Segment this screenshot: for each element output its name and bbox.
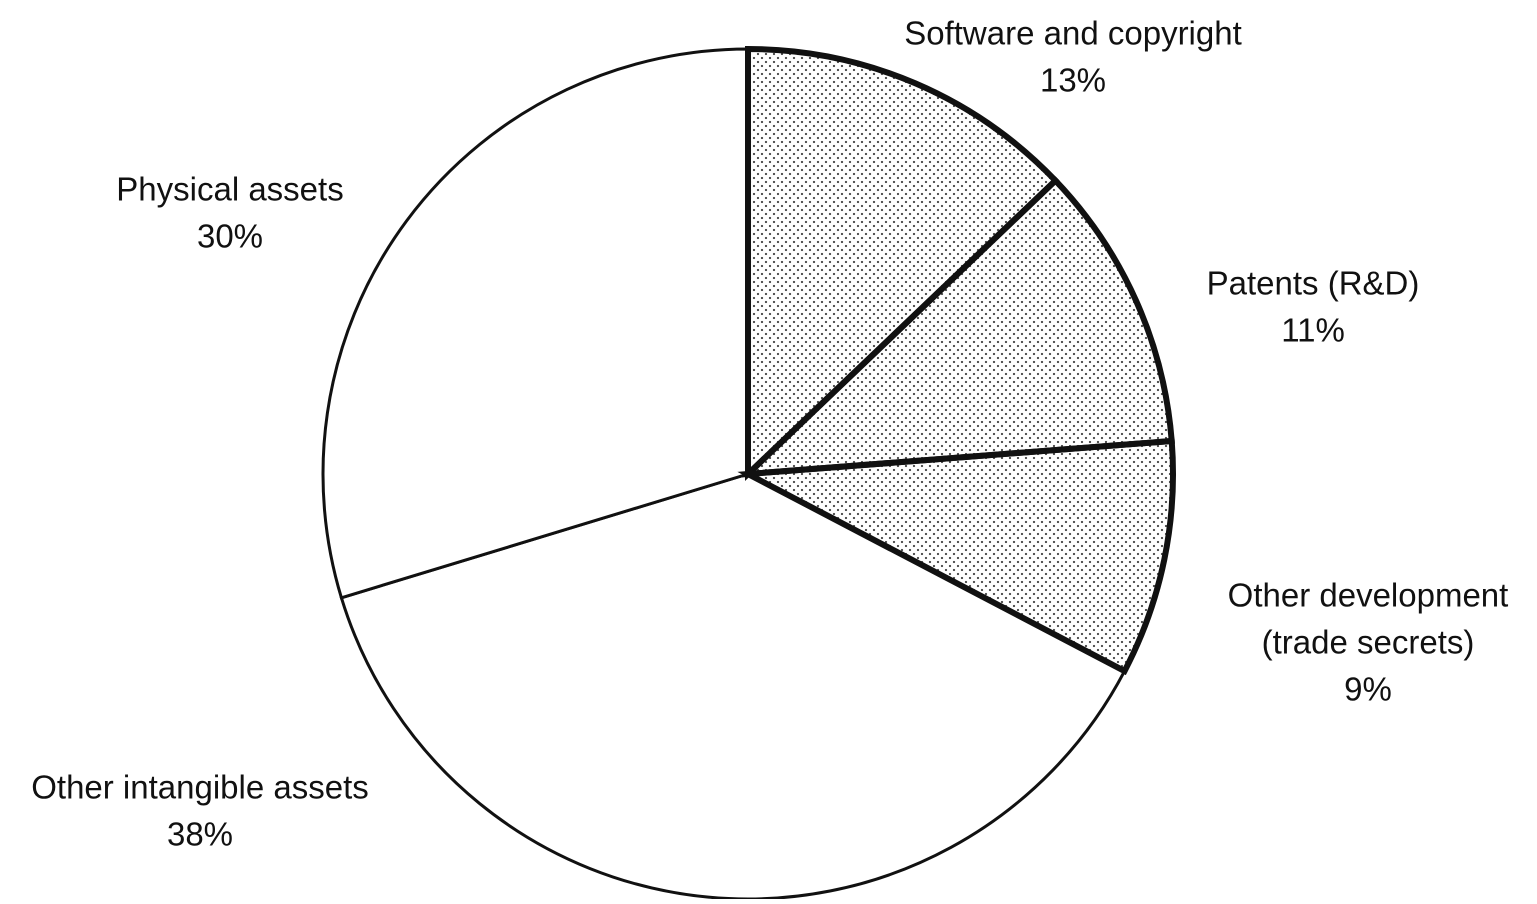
slice-label-other-development: Other development: [1228, 577, 1509, 614]
pie-slice-outline-software-and-copyright: [745, 45, 1060, 482]
value-label-patents: 11%: [1281, 312, 1345, 349]
value-label-other-intangible-assets: 38%: [167, 816, 233, 853]
pie-slice-outline-other-development: [737, 437, 1177, 676]
pie-slice-outline-patents: [739, 176, 1175, 478]
pie-slice-physical-assets: [321, 47, 750, 600]
pie-slice-other-intangible-assets: [339, 472, 1127, 901]
slice-label-software-and-copyright: Software and copyright: [904, 15, 1242, 52]
emphasis-layer: [737, 45, 1177, 676]
slice-label-other-intangible-assets: Other intangible assets: [31, 769, 369, 806]
slice-label-physical-assets: Physical assets: [116, 171, 343, 208]
slice-label-other-development: (trade secrets): [1262, 624, 1475, 661]
value-label-software-and-copyright: 13%: [1040, 62, 1106, 99]
slice-label-patents: Patents (R&D): [1207, 265, 1420, 302]
value-label-physical-assets: 30%: [197, 218, 263, 255]
value-label-other-development: 9%: [1344, 671, 1392, 708]
labels-layer: Software and copyright 13% Patents (R&D) 11…: [31, 15, 1508, 853]
slices-layer: [321, 47, 1175, 901]
